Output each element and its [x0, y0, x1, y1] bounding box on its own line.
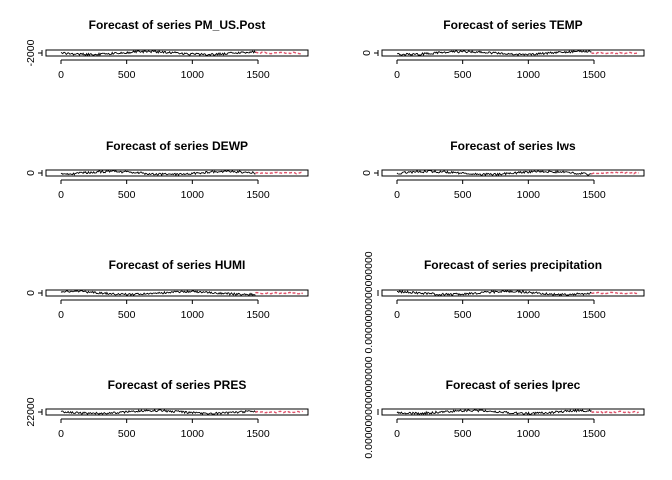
x-tick-label: 1000 — [181, 309, 205, 321]
x-tick-label: 1500 — [582, 69, 606, 81]
plot-frame — [45, 169, 309, 177]
x-tick-label: 1500 — [582, 428, 606, 440]
forecast-series-line — [255, 291, 304, 295]
plot-frame — [381, 408, 645, 416]
x-tick-label: 1000 — [517, 69, 541, 81]
x-tick-label: 1000 — [517, 309, 541, 321]
x-tick-label: 500 — [454, 309, 472, 321]
panel-3: Forecast of series DEWP 0 500 1000 1500 0 — [25, 139, 309, 201]
forecast-series-line — [255, 171, 304, 175]
plot-frame — [45, 408, 309, 416]
panel-title: Forecast of series precipitation — [424, 258, 602, 272]
history-series-line — [396, 408, 592, 416]
forecast-series-line — [255, 51, 303, 55]
panel-title: Forecast of series PRES — [108, 378, 247, 392]
x-tick-label: 1500 — [582, 189, 606, 201]
panel-6: Forecast of series precipitation 0 500 1000… — [377, 258, 645, 321]
x-tick-label: 1000 — [517, 189, 541, 201]
x-tick-label: 0 — [394, 428, 400, 440]
x-tick-label: 0 — [394, 309, 400, 321]
plot-frame — [381, 289, 645, 297]
x-tick-label: 1500 — [246, 309, 270, 321]
plot-frame — [45, 289, 309, 297]
history-series-line — [60, 289, 256, 297]
panel-title: Forecast of series Iprec — [446, 378, 581, 392]
x-tick-label: 1500 — [582, 309, 606, 321]
panel-title: Forecast of series Iws — [450, 139, 576, 153]
x-tick-label: 1000 — [181, 428, 205, 440]
panel-title: Forecast of series PM_US.Post — [89, 18, 266, 32]
panel-7: Forecast of series PRES 0 500 1000 1500 22000 — [25, 378, 309, 440]
history-series-line — [396, 289, 592, 297]
x-tick-label: 0 — [58, 69, 64, 81]
panel-5: Forecast of series HUMI 0 500 1000 1500 0 — [25, 258, 309, 321]
x-tick-label: 1000 — [517, 428, 541, 440]
y-tick-label: 0 — [25, 290, 37, 296]
x-tick-label: 1500 — [246, 428, 270, 440]
x-tick-label: 1500 — [246, 69, 270, 81]
history-series-line — [60, 408, 256, 416]
history-series-line — [396, 169, 592, 177]
history-series-line — [60, 49, 256, 57]
plot-frame — [381, 49, 645, 57]
x-tick-label: 0 — [394, 189, 400, 201]
panel-title: Forecast of series TEMP — [443, 18, 582, 32]
y-tick-label: -2000 — [25, 39, 37, 66]
panel-8: Forecast of series Iprec 0 500 1000 1500 — [377, 378, 645, 440]
forecast-series-line — [591, 291, 639, 295]
history-series-line — [397, 49, 592, 57]
history-series-line — [60, 169, 256, 177]
x-tick-label: 1000 — [181, 69, 205, 81]
x-tick-label: 500 — [454, 69, 472, 81]
x-tick-label: 0 — [58, 428, 64, 440]
x-tick-label: 500 — [454, 189, 472, 201]
panel-4: Forecast of series Iws 0 500 1000 1500 0 — [361, 139, 645, 201]
panel-1: Forecast of series PM_US.Post 0 500 1000 150… — [25, 18, 309, 81]
y-tick-label: 22000 — [25, 397, 37, 426]
x-tick-label: 1500 — [246, 189, 270, 201]
x-tick-label: 0 — [394, 69, 400, 81]
x-tick-label: 0 — [58, 309, 64, 321]
forecast-series-line — [591, 410, 639, 414]
forecast-series-line — [591, 171, 639, 175]
x-tick-label: 500 — [454, 428, 472, 440]
panel-2: Forecast of series TEMP 0 500 1000 1500 0 — [361, 18, 645, 81]
plot-frame — [45, 49, 309, 57]
y-tick-label-precipitation: 0.0000000000000000 0.0000000000000000 — [363, 251, 375, 458]
panel-title: Forecast of series DEWP — [106, 139, 248, 153]
y-tick-label: 0 — [25, 170, 37, 176]
panel-title: Forecast of series HUMI — [109, 258, 246, 272]
x-tick-label: 500 — [118, 189, 136, 201]
x-tick-label: 500 — [118, 428, 136, 440]
y-tick-label: 0 — [361, 50, 373, 56]
y-tick-label: 0 — [361, 170, 373, 176]
x-tick-label: 1000 — [181, 189, 205, 201]
x-tick-label: 0 — [58, 189, 64, 201]
forecast-series-line — [254, 410, 303, 414]
plot-frame — [381, 169, 645, 177]
x-tick-label: 500 — [118, 69, 136, 81]
forecast-series-line — [591, 51, 639, 55]
x-tick-label: 500 — [118, 309, 136, 321]
